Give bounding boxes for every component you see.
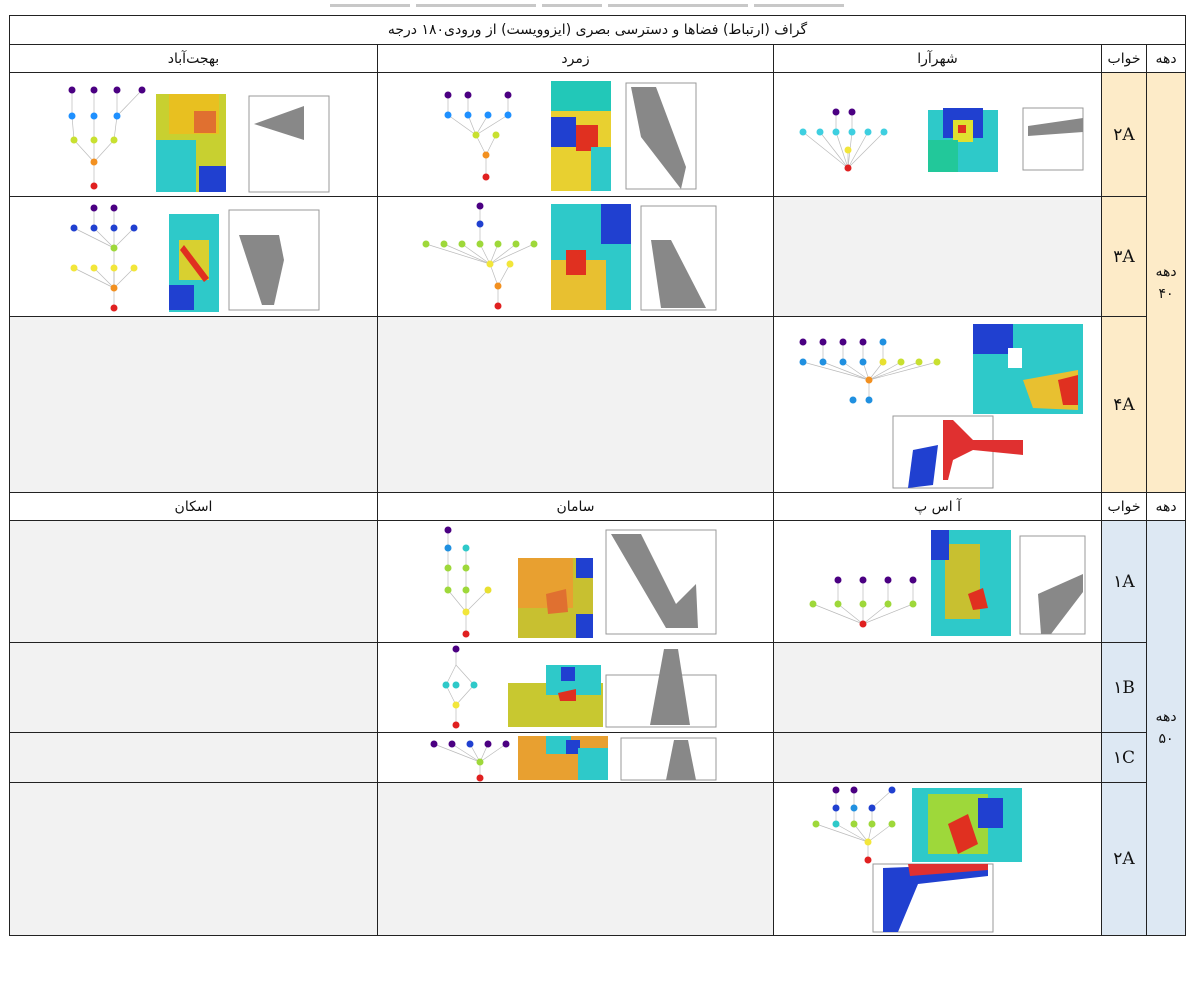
plan-label: ۲A — [1101, 782, 1147, 936]
figure-saman-1a — [377, 520, 774, 643]
figure-asp-2a — [773, 782, 1102, 936]
graph-isovist-figure — [422, 202, 716, 310]
decade-40-label: دهه ۴۰ — [1155, 263, 1177, 302]
decade-50-label: دهه ۵۰ — [1155, 709, 1177, 747]
figure-asp-1a — [773, 520, 1102, 643]
graph-isovist-figure — [442, 645, 716, 728]
graph-isovist-figure — [812, 786, 1022, 933]
plan-label: ۳A — [1101, 196, 1147, 317]
header-decade: دهه — [1146, 44, 1186, 73]
figure-behjatabad-3a — [9, 196, 378, 317]
plan-label: ۲A — [1101, 72, 1147, 197]
figure-shahrara-2a — [773, 72, 1102, 197]
figure-zomorrod-2a — [377, 72, 774, 197]
figure-zomorrod-3a — [377, 196, 774, 317]
empty-cell — [377, 782, 774, 936]
graph-isovist-table: گراف (ارتباط) فضاها و دسترسی بصری (ایزوو… — [9, 15, 1186, 983]
graph-isovist-figure — [444, 526, 716, 638]
graph-isovist-figure — [799, 107, 1083, 172]
header-eskan: اسکان — [9, 492, 378, 521]
graph-isovist-figure — [809, 529, 1085, 636]
empty-cell — [773, 642, 1102, 733]
header-bedroom: خواب — [1101, 492, 1147, 521]
graph-isovist-figure — [444, 81, 696, 191]
empty-cell — [377, 316, 774, 493]
figure-behjatabad-2a — [9, 72, 378, 197]
header-zomorrod: زمرد — [377, 44, 774, 73]
plan-label: ۱A — [1101, 520, 1147, 643]
empty-cell — [9, 520, 378, 643]
figure-saman-1c — [377, 732, 774, 783]
header-shahrara: شهرآرا — [773, 44, 1102, 73]
empty-cell — [9, 782, 378, 936]
empty-cell — [9, 316, 378, 493]
decade-40-cell: دهه ۴۰ — [1146, 72, 1186, 493]
plan-label: ۱B — [1101, 642, 1147, 733]
header-saman: سامان — [377, 492, 774, 521]
header-bedroom: خواب — [1101, 44, 1147, 73]
cropped-caption-line — [330, 0, 890, 10]
plan-label: ۴A — [1101, 316, 1147, 493]
empty-cell — [773, 196, 1102, 317]
empty-cell — [9, 732, 378, 783]
decade-50-cell: دهه ۵۰ — [1146, 520, 1186, 936]
graph-isovist-figure — [430, 735, 716, 781]
figure-saman-1b — [377, 642, 774, 733]
graph-isovist-figure — [70, 204, 319, 312]
empty-cell — [9, 642, 378, 733]
graph-isovist-figure — [68, 86, 329, 192]
table-title: گراف (ارتباط) فضاها و دسترسی بصری (ایزوو… — [9, 15, 1186, 45]
header-behjatabad: بهجت‌آباد — [9, 44, 378, 73]
header-decade: دهه — [1146, 492, 1186, 521]
header-asp: آ اس پ — [773, 492, 1102, 521]
plan-label: ۱C — [1101, 732, 1147, 783]
empty-cell — [773, 732, 1102, 783]
figure-shahrara-4a — [773, 316, 1102, 493]
graph-isovist-figure — [799, 323, 1083, 488]
